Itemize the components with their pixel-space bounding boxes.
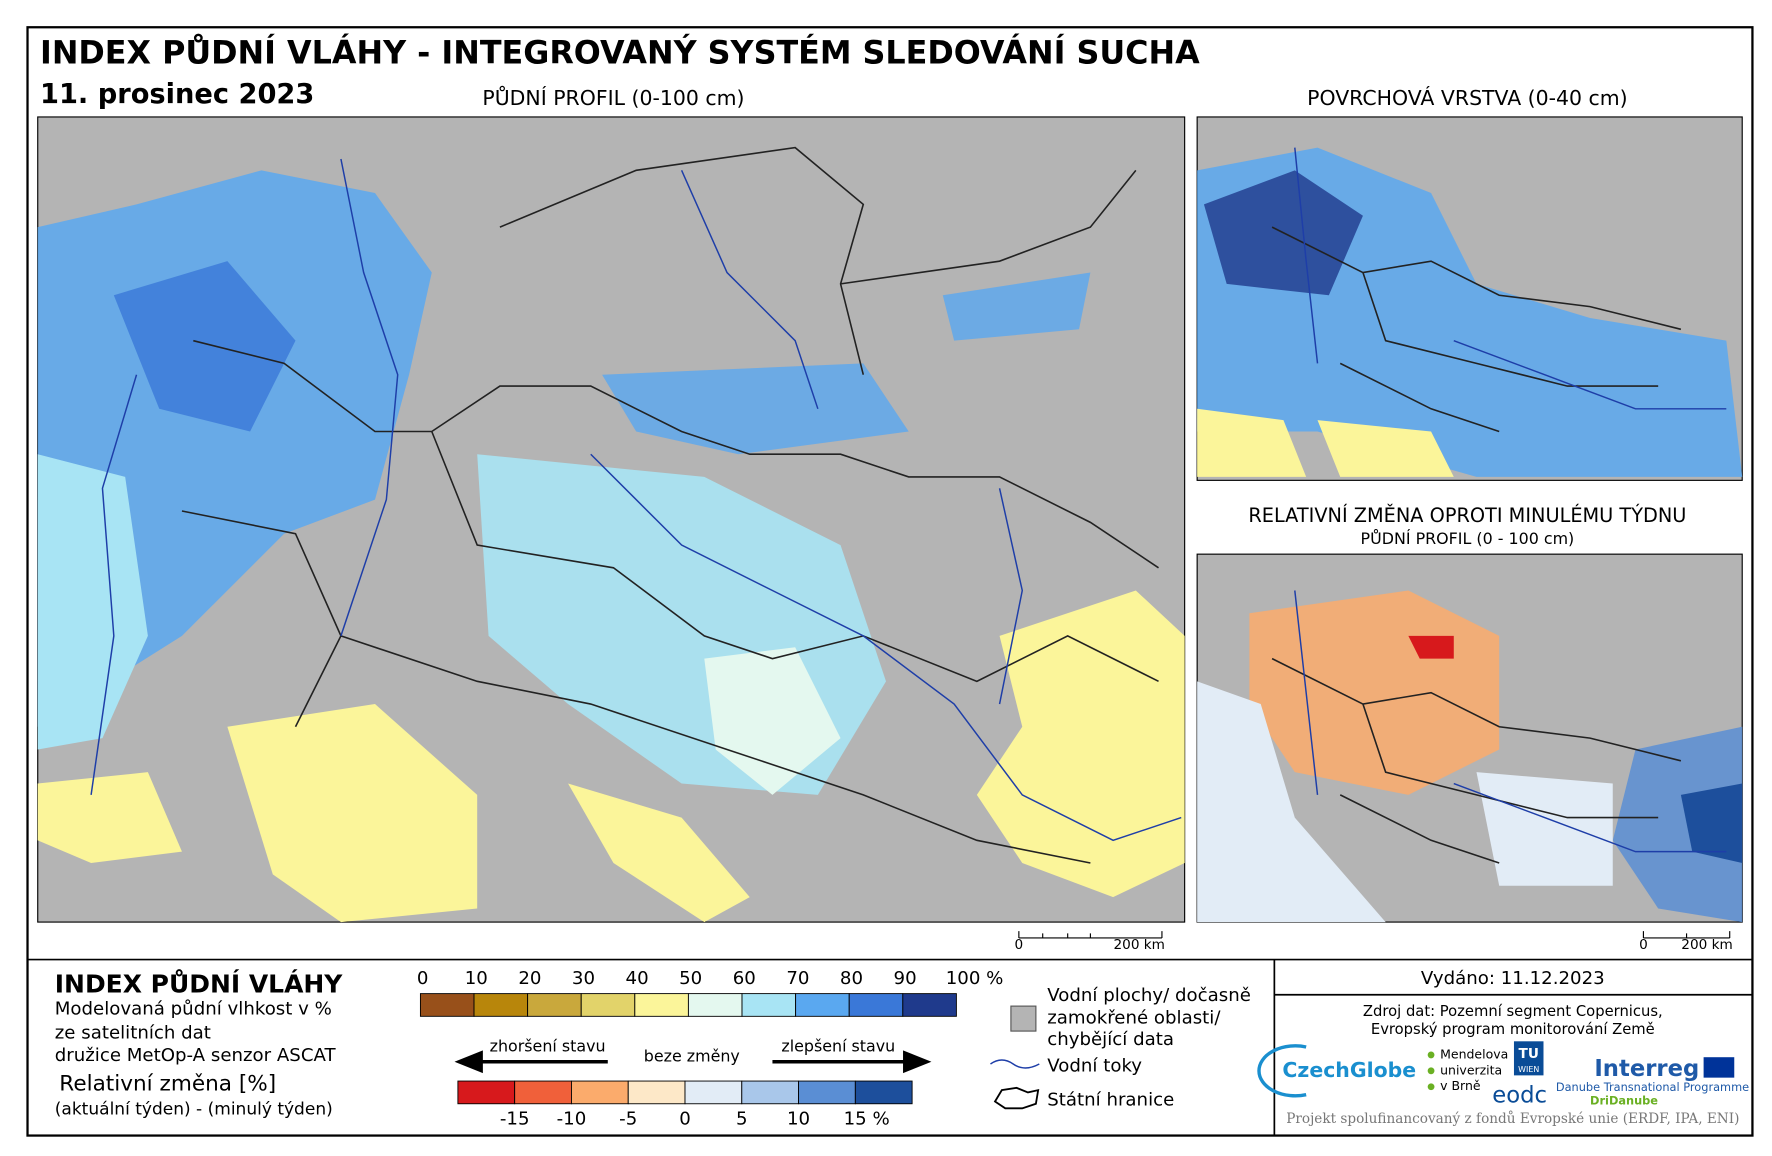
logo-wien: WIEN [1518,1065,1539,1074]
water-swatch [1010,1005,1037,1032]
index-swatch [741,993,797,1017]
scale-start: 0 [1015,937,1024,953]
legend-title: INDEX PŮDNÍ VLÁHY [55,969,344,999]
index-swatch [634,993,689,1017]
logo-interreg: Interreg [1594,1056,1699,1082]
water-label: chybějící data [1047,1029,1174,1050]
change-swatch [854,1080,913,1105]
logo-czechglobe: CzechGlobe [1282,1058,1416,1082]
legend-description: družice MetOp-A senzor ASCAT [55,1045,337,1066]
index-swatch [902,993,957,1017]
change-label: 10 [787,1109,810,1130]
index-label: 40 [626,968,649,989]
surface-map [1196,116,1743,481]
logo-dridanube: DriDanube [1590,1093,1658,1107]
main-map [37,116,1186,923]
change-map [1196,553,1743,923]
legend-description: Modelovaná půdní vlhkost v % [55,999,332,1020]
logo-tu: TU [1519,1046,1539,1062]
tu-logo [1513,1041,1544,1076]
change-label: 5 [736,1109,748,1130]
borders-label: Státní hranice [1047,1089,1174,1110]
index-label: 10 [465,968,488,989]
issued: Vydáno: 11.12.2023 [1421,968,1605,989]
change-scale: -15 -10 -5 0 5 10 15 % [457,1080,913,1130]
index-swatch [795,993,850,1017]
change-swatch [457,1080,516,1105]
change-label: -15 [500,1109,530,1130]
surface-map-label: POVRCHOVÁ VRSTVA (0-40 cm) [1307,85,1628,110]
logo-programme: Danube Transnational Programme [1556,1080,1749,1094]
index-label: 90 [894,968,917,989]
index-label: 60 [733,968,756,989]
change-scale-bar [1642,931,1731,939]
source: Evropský program monitorování Země [1371,1021,1655,1038]
index-label: 20 [518,968,541,989]
logo-mendel: Mendelova [1440,1046,1508,1061]
index-swatch [473,993,529,1017]
arrows [454,1050,932,1074]
water-label: Vodní plochy/ dočasně [1047,985,1251,1006]
czechglobe-swoosh [1257,1044,1307,1098]
change-swatch [741,1080,800,1105]
change-swatch [570,1080,629,1105]
mendel-dots [1427,1051,1435,1091]
index-swatch [687,993,743,1017]
change-map-label: RELATIVNÍ ZMĚNA OPROTI MINULÉMU TÝDNU [1248,504,1686,527]
frame [26,26,1754,1137]
border-symbol [993,1086,1040,1110]
main-map-label: PŮDNÍ PROFIL (0-100 cm) [482,84,744,110]
index-label: 80 [840,968,863,989]
index-swatch [527,993,582,1017]
change-swatch [627,1080,686,1105]
eu-flag [1703,1057,1735,1078]
scale-end: 200 km [1681,937,1732,953]
source: Zdroj dat: Pozemní segment Copernicus, [1363,1003,1663,1020]
change-label: 0 [679,1109,691,1130]
date: 11. prosinec 2023 [40,79,314,110]
better-label: zlepšení stavu [781,1036,895,1055]
index-swatch [580,993,636,1017]
index-swatch [419,993,475,1017]
change-label: 15 % [844,1109,890,1130]
change-map-sublabel: PŮDNÍ PROFIL (0 - 100 cm) [1361,529,1575,548]
logo-eodc: eodc [1492,1082,1547,1108]
index-swatch [848,993,904,1017]
index-scale: 0 10 20 30 40 50 60 70 80 90 100 % [417,968,1004,1017]
worse-label: zhoršení stavu [490,1036,606,1055]
scale-end: 200 km [1114,937,1165,953]
divider [27,958,1753,1136]
rivers-label: Vodní toky [1047,1055,1142,1076]
river-symbol [990,1059,1040,1069]
no-change-label: beze změny [644,1047,740,1066]
title: INDEX PŮDNÍ VLÁHY - INTEGROVANÝ SYSTÉM S… [40,33,1200,72]
logo-mendel: univerzita [1440,1062,1502,1077]
index-label: 0 [417,968,429,989]
water-label: zamokřené oblasti/ [1047,1008,1221,1029]
index-label: 30 [572,968,595,989]
change-swatch [798,1080,856,1105]
change-label: -10 [557,1109,587,1130]
main-scale-bar [1018,931,1163,939]
scale-start: 0 [1639,937,1648,953]
change-swatch [514,1080,572,1105]
change-title: Relativní změna [%] [59,1071,276,1096]
index-label: 100 % [946,968,1004,989]
change-swatch [684,1080,743,1105]
logo-mendel: v Brně [1440,1078,1481,1093]
footer: Projekt spolufinancovaný z fondů Evropsk… [1286,1111,1739,1127]
index-label: 70 [786,968,809,989]
change-subtitle: (aktuální týden) - (minulý týden) [55,1099,333,1119]
index-label: 50 [679,968,702,989]
change-label: -5 [619,1109,637,1130]
legend-description: ze satelitních dat [55,1022,211,1043]
